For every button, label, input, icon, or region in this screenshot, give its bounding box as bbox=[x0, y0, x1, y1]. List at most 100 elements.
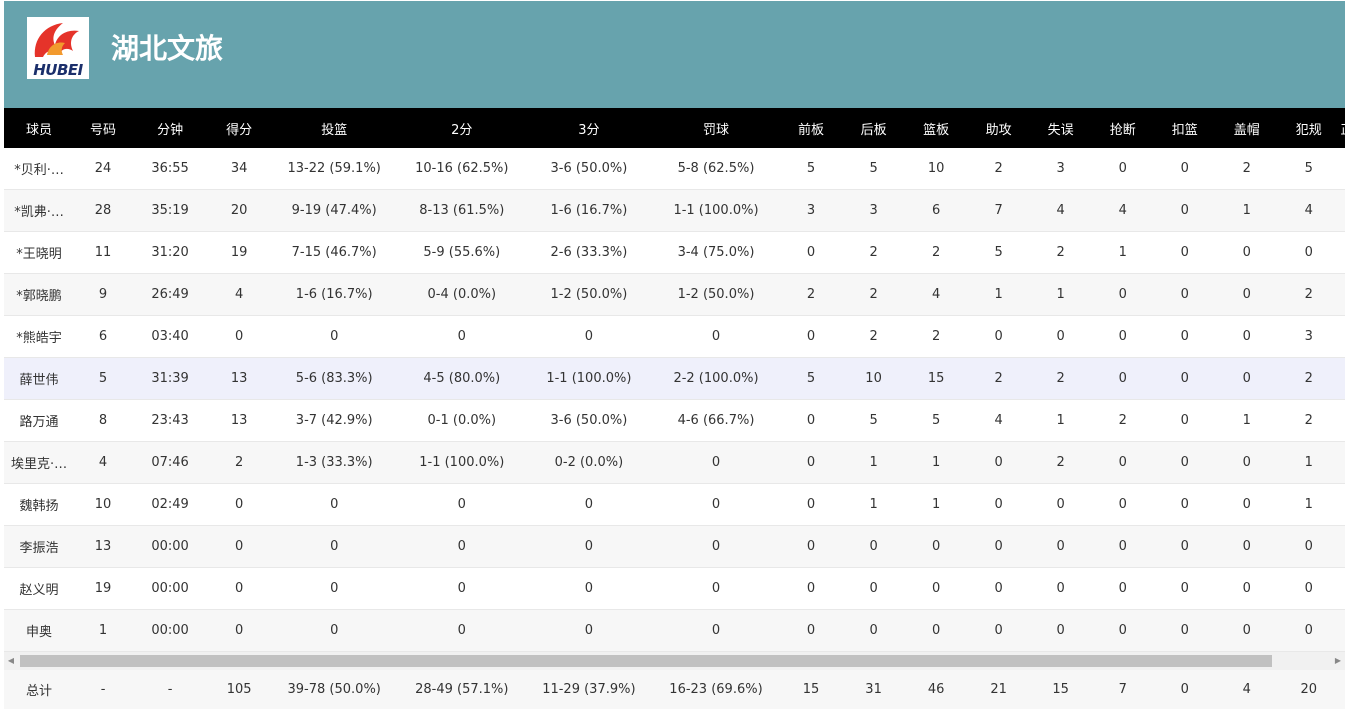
player-row: *王晓明 11 31:20 19 7-15 (46.7%) 5-9 (55.6%) 2-6 … bbox=[4, 231, 1345, 274]
column-header[interactable]: 助攻 bbox=[967, 108, 1030, 148]
column-header[interactable]: 3分 bbox=[525, 108, 653, 148]
stat-cell: 0 bbox=[270, 567, 399, 610]
stat-cell: 2 bbox=[1029, 231, 1092, 274]
player-name-cell[interactable]: 申奥 bbox=[4, 609, 75, 652]
totals-cell: 39-78 (50.0%) bbox=[287, 682, 381, 697]
column-header[interactable]: 犯规 bbox=[1277, 108, 1340, 148]
stat-cell: 0 bbox=[1091, 609, 1154, 652]
stat-cell: 0 bbox=[1153, 525, 1216, 568]
stat-cell: 0 bbox=[1091, 441, 1154, 484]
column-header[interactable]: 失误 bbox=[1029, 108, 1092, 148]
column-header[interactable]: 前板 bbox=[779, 108, 843, 148]
stat-cell bbox=[1339, 399, 1345, 442]
stat-cell: 4 bbox=[904, 273, 968, 316]
stat-cell: 0 bbox=[967, 441, 1030, 484]
column-header[interactable]: 抢断 bbox=[1091, 108, 1154, 148]
column-header[interactable]: 球员 bbox=[4, 108, 75, 148]
stat-cell: 2 bbox=[1091, 399, 1154, 442]
stat-cell: 1 bbox=[1029, 399, 1092, 442]
player-name-cell[interactable]: 李振浩 bbox=[4, 525, 75, 568]
player-name-cell[interactable]: 魏韩扬 bbox=[4, 483, 75, 526]
stat-cell: 19 bbox=[74, 567, 133, 610]
player-name-cell[interactable]: 路万通 bbox=[4, 399, 75, 442]
column-header[interactable]: 投篮 bbox=[270, 108, 399, 148]
column-header[interactable]: 得分 bbox=[208, 108, 271, 148]
stat-cell bbox=[1339, 148, 1345, 190]
stat-cell: 0 bbox=[779, 609, 843, 652]
stat-cell: 0 bbox=[1215, 441, 1278, 484]
stat-cell: 0 bbox=[1091, 357, 1154, 400]
player-stats-table-container[interactable]: 球员号码分钟得分投篮2分3分罚球前板后板篮板助攻失误抢断扣篮盖帽犯规正 *贝利·… bbox=[4, 108, 1345, 652]
stat-cell: 1-6 (16.7%) bbox=[525, 189, 653, 232]
stat-cell: 5-6 (83.3%) bbox=[270, 357, 399, 400]
stat-cell: 0 bbox=[1091, 148, 1154, 190]
totals-cell: 7 bbox=[1118, 682, 1127, 697]
stat-cell: 15 bbox=[904, 357, 968, 400]
totals-cell: - bbox=[167, 682, 173, 697]
stat-cell: 2 bbox=[842, 273, 905, 316]
stat-cell: 1 bbox=[842, 483, 905, 526]
stat-cell: 2 bbox=[1029, 441, 1092, 484]
stat-cell: 0 bbox=[779, 231, 843, 274]
player-name-cell[interactable]: 赵义明 bbox=[4, 567, 75, 610]
column-header[interactable]: 分钟 bbox=[132, 108, 209, 148]
stat-cell: 0 bbox=[1091, 273, 1154, 316]
stat-cell: 2 bbox=[1277, 357, 1340, 400]
stat-cell: 2 bbox=[967, 357, 1030, 400]
column-header[interactable]: 扣篮 bbox=[1153, 108, 1216, 148]
stat-cell: 0 bbox=[967, 525, 1030, 568]
stat-cell: 31:39 bbox=[132, 357, 209, 400]
player-row: *熊皓宇 6 03:40 0 0 0 0 0 0 2 2 0 0 0 0 0 3 bbox=[4, 315, 1345, 358]
column-header[interactable]: 2分 bbox=[398, 108, 526, 148]
stat-cell: 0 bbox=[904, 525, 968, 568]
column-header[interactable]: 号码 bbox=[74, 108, 133, 148]
player-name-cell[interactable]: *贝利·… bbox=[4, 148, 75, 190]
stat-cell: 0 bbox=[779, 399, 843, 442]
logo-wordmark: HUBEI bbox=[33, 61, 83, 79]
scroll-right-arrow-icon[interactable]: ▶ bbox=[1334, 656, 1342, 665]
stat-cell: 0 bbox=[779, 483, 843, 526]
stat-cell: 0 bbox=[1215, 609, 1278, 652]
stat-cell: 0 bbox=[904, 609, 968, 652]
stat-cell: 2-6 (33.3%) bbox=[525, 231, 653, 274]
stat-cell: 0 bbox=[208, 483, 271, 526]
stat-cell: 2 bbox=[904, 315, 968, 358]
player-name-cell[interactable]: *郭晓鹏 bbox=[4, 273, 75, 316]
scroll-left-arrow-icon[interactable]: ◀ bbox=[7, 656, 15, 665]
stat-cell: 8 bbox=[74, 399, 133, 442]
player-name-cell[interactable]: *王晓明 bbox=[4, 231, 75, 274]
stat-cell: 0 bbox=[208, 315, 271, 358]
column-header[interactable]: 罚球 bbox=[652, 108, 780, 148]
horizontal-scrollbar[interactable]: ◀ ▶ bbox=[4, 652, 1345, 670]
player-row: 魏韩扬 10 02:49 0 0 0 0 0 0 1 1 0 0 0 0 0 1 bbox=[4, 483, 1345, 526]
stat-cell: 0 bbox=[967, 315, 1030, 358]
scroll-thumb[interactable] bbox=[20, 655, 1272, 667]
stat-cell: 4 bbox=[1277, 189, 1340, 232]
stat-cell: 1-1 (100.0%) bbox=[525, 357, 653, 400]
stat-cell: 9-19 (47.4%) bbox=[270, 189, 399, 232]
stat-cell: 5-9 (55.6%) bbox=[398, 231, 526, 274]
stat-cell bbox=[1339, 315, 1345, 358]
column-header[interactable]: 后板 bbox=[842, 108, 905, 148]
stat-cell: 2 bbox=[967, 148, 1030, 190]
totals-table: 总计 - - 105 39-78 (50.0%) 28-49 (57.1%) 11-29 (… bbox=[4, 670, 1345, 709]
stat-cell: 35:19 bbox=[132, 189, 209, 232]
stat-cell: 4 bbox=[1091, 189, 1154, 232]
stat-cell: 2 bbox=[842, 315, 905, 358]
stat-cell: 0 bbox=[779, 441, 843, 484]
stat-cell: 5 bbox=[779, 148, 843, 190]
stat-cell: 0 bbox=[652, 567, 780, 610]
player-name-cell[interactable]: *熊皓宇 bbox=[4, 315, 75, 358]
column-header[interactable]: 篮板 bbox=[904, 108, 968, 148]
player-name-cell[interactable]: *凯弗·… bbox=[4, 189, 75, 232]
stat-cell: 0 bbox=[652, 483, 780, 526]
player-name-cell[interactable]: 薛世伟 bbox=[4, 357, 75, 400]
stat-cell: 07:46 bbox=[132, 441, 209, 484]
column-header[interactable]: 盖帽 bbox=[1215, 108, 1278, 148]
column-header[interactable]: 正 bbox=[1339, 108, 1345, 148]
stat-cell: 6 bbox=[904, 189, 968, 232]
player-name-cell[interactable]: 埃里克·… bbox=[4, 441, 75, 484]
totals-cell: 16-23 (69.6%) bbox=[669, 682, 763, 697]
stat-cell: 13 bbox=[74, 525, 133, 568]
stat-cell: 8-13 (61.5%) bbox=[398, 189, 526, 232]
